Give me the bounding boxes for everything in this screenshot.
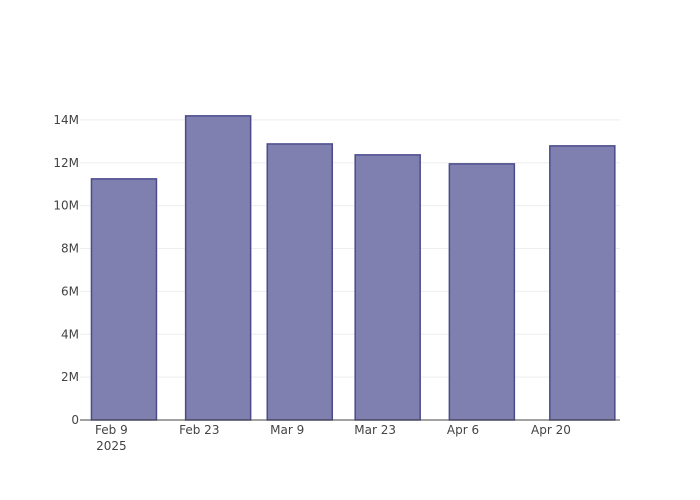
bar	[184, 115, 252, 421]
x-tick-label: Mar 23	[354, 423, 396, 437]
y-tick-label: 14M	[53, 113, 79, 127]
y-tick-label: 10M	[53, 199, 79, 213]
y-tick-label: 8M	[61, 242, 79, 256]
x-tick-label: Feb 23	[179, 423, 219, 437]
y-tick-label: 2M	[61, 370, 79, 384]
x-tick-label: Apr 20	[531, 423, 571, 437]
bar	[448, 163, 516, 421]
bar	[90, 178, 158, 421]
y-tick-label: 6M	[61, 284, 79, 298]
x-tick-label: 2025	[96, 439, 127, 453]
x-tick-label: Feb 9	[95, 423, 128, 437]
y-tick-label: 4M	[61, 327, 79, 341]
x-tick-label: Apr 6	[447, 423, 479, 437]
bar	[266, 143, 334, 421]
bar	[549, 145, 616, 421]
bar	[354, 154, 421, 421]
x-tick-label: Mar 9	[270, 423, 304, 437]
y-tick-label: 0	[71, 413, 79, 427]
y-tick-label: 12M	[53, 156, 79, 170]
